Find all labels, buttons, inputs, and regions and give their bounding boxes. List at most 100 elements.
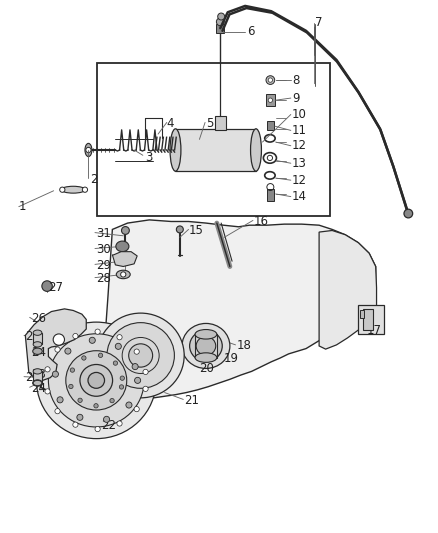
- Ellipse shape: [85, 143, 92, 157]
- Bar: [195, 334, 217, 358]
- Circle shape: [70, 368, 74, 372]
- Text: 29: 29: [96, 259, 111, 272]
- Text: 2: 2: [91, 173, 98, 185]
- Circle shape: [143, 386, 148, 391]
- Ellipse shape: [251, 129, 261, 171]
- Text: 12: 12: [292, 139, 307, 152]
- Text: 10: 10: [292, 108, 307, 121]
- Bar: [360, 310, 364, 318]
- Ellipse shape: [48, 334, 144, 427]
- Ellipse shape: [36, 322, 156, 439]
- Circle shape: [65, 348, 71, 354]
- Circle shape: [121, 227, 129, 235]
- Bar: [358, 305, 384, 334]
- Circle shape: [53, 334, 64, 345]
- Ellipse shape: [116, 241, 129, 252]
- Bar: [265, 94, 275, 106]
- Circle shape: [95, 329, 100, 334]
- Text: 1: 1: [19, 200, 26, 213]
- Bar: [33, 333, 42, 344]
- Bar: [97, 62, 330, 216]
- Text: 20: 20: [199, 362, 214, 375]
- Text: 13: 13: [292, 157, 307, 169]
- Text: 24: 24: [31, 382, 46, 395]
- Circle shape: [115, 343, 121, 349]
- Text: 21: 21: [184, 394, 199, 407]
- Text: 24: 24: [31, 346, 46, 359]
- Bar: [216, 24, 224, 34]
- Ellipse shape: [170, 129, 181, 171]
- Ellipse shape: [33, 348, 42, 354]
- Polygon shape: [25, 309, 86, 381]
- Text: 6: 6: [247, 26, 255, 38]
- Circle shape: [60, 187, 65, 192]
- Ellipse shape: [33, 381, 42, 386]
- Ellipse shape: [116, 270, 130, 279]
- Circle shape: [77, 414, 83, 421]
- Circle shape: [120, 376, 124, 381]
- Ellipse shape: [129, 344, 152, 367]
- Circle shape: [57, 397, 63, 403]
- Circle shape: [134, 377, 141, 383]
- Text: 25: 25: [25, 371, 40, 384]
- Circle shape: [110, 399, 114, 403]
- Text: 27: 27: [48, 281, 64, 294]
- Circle shape: [78, 398, 82, 402]
- Circle shape: [53, 371, 58, 377]
- Text: 11: 11: [292, 124, 307, 137]
- Ellipse shape: [97, 313, 184, 398]
- Ellipse shape: [33, 342, 42, 347]
- Text: 28: 28: [96, 272, 111, 285]
- Circle shape: [134, 407, 139, 411]
- Circle shape: [120, 272, 126, 277]
- Bar: [364, 309, 373, 330]
- Circle shape: [117, 335, 122, 340]
- Circle shape: [216, 18, 224, 26]
- Circle shape: [94, 403, 98, 408]
- Circle shape: [126, 402, 132, 408]
- Ellipse shape: [88, 373, 105, 389]
- Circle shape: [103, 416, 110, 422]
- Polygon shape: [319, 230, 377, 349]
- Ellipse shape: [80, 365, 113, 396]
- Text: 30: 30: [96, 243, 111, 256]
- Circle shape: [86, 147, 91, 152]
- Text: 16: 16: [254, 215, 269, 228]
- Bar: [33, 372, 42, 383]
- Circle shape: [113, 361, 118, 365]
- Circle shape: [266, 76, 275, 84]
- Ellipse shape: [196, 337, 216, 355]
- Ellipse shape: [42, 281, 52, 292]
- Ellipse shape: [33, 380, 42, 386]
- Bar: [267, 189, 274, 201]
- Circle shape: [95, 426, 100, 432]
- Bar: [176, 129, 256, 171]
- Circle shape: [218, 13, 225, 20]
- Text: 26: 26: [31, 312, 46, 325]
- Circle shape: [134, 349, 139, 354]
- Text: 7: 7: [315, 17, 322, 29]
- Circle shape: [55, 409, 60, 414]
- Text: 25: 25: [25, 330, 40, 343]
- Ellipse shape: [190, 330, 222, 361]
- Text: 31: 31: [96, 227, 111, 240]
- Text: 5: 5: [206, 117, 213, 130]
- Text: 15: 15: [188, 224, 203, 237]
- Circle shape: [177, 226, 184, 233]
- Text: 14: 14: [292, 190, 307, 203]
- Circle shape: [73, 422, 78, 427]
- Circle shape: [73, 334, 78, 338]
- Circle shape: [82, 187, 88, 192]
- Text: 8: 8: [292, 74, 300, 86]
- Text: 22: 22: [102, 419, 117, 432]
- Circle shape: [119, 385, 124, 389]
- Ellipse shape: [61, 186, 85, 193]
- Circle shape: [89, 337, 95, 343]
- Ellipse shape: [182, 324, 230, 368]
- Circle shape: [55, 347, 60, 352]
- Ellipse shape: [33, 330, 42, 335]
- Circle shape: [99, 353, 103, 358]
- Text: 12: 12: [292, 174, 307, 187]
- Circle shape: [45, 367, 50, 372]
- Polygon shape: [113, 252, 137, 266]
